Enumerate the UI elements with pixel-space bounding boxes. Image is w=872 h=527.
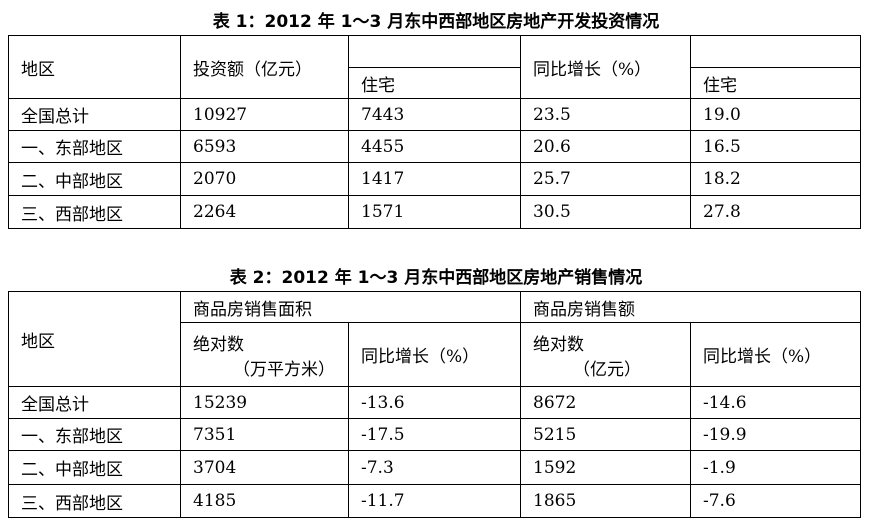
header-cell bbox=[348, 35, 521, 68]
table-cell: 7351 bbox=[180, 418, 349, 451]
header-cell: 住宅 bbox=[348, 67, 521, 99]
row-label: 一、东部地区 bbox=[8, 130, 181, 163]
table-cell: 1865 bbox=[520, 484, 691, 518]
table-cell: 2264 bbox=[180, 195, 349, 229]
table-row: 二、中部地区 3704 -7.3 1592 -1.9 bbox=[8, 450, 861, 485]
table-cell: 7443 bbox=[348, 98, 521, 131]
table-cell: 3704 bbox=[180, 450, 349, 485]
header-cell: 地区 bbox=[8, 291, 181, 387]
header-cell: 商品房销售额 bbox=[520, 291, 861, 323]
table-title: 表 2：2012 年 1～3 月东中西部地区房地产销售情况 bbox=[229, 268, 643, 288]
table-cell: 19.0 bbox=[690, 98, 861, 131]
table-cell: -14.6 bbox=[690, 386, 861, 419]
table-cell: -17.5 bbox=[348, 418, 521, 451]
table-cell: -11.7 bbox=[348, 484, 521, 518]
header-cell: 商品房销售面积 bbox=[180, 291, 521, 323]
table-row: 三、西部地区 2264 1571 30.5 27.8 bbox=[8, 195, 861, 229]
header-text: （万平方米） bbox=[233, 359, 335, 380]
table-cell: 1592 bbox=[520, 450, 691, 485]
header-cell: 地区 bbox=[8, 35, 181, 99]
table-cell: 2070 bbox=[180, 162, 349, 196]
table-cell: -7.6 bbox=[690, 484, 861, 518]
row-label: 全国总计 bbox=[8, 386, 181, 419]
table-cell: 6593 bbox=[180, 130, 349, 163]
table-cell: 23.5 bbox=[520, 98, 691, 131]
table-cell: 4455 bbox=[348, 130, 521, 163]
header-cell: 住宅 bbox=[690, 67, 861, 99]
table-row: 全国总计 15239 -13.6 8672 -14.6 bbox=[8, 386, 861, 419]
table-cell: 1417 bbox=[348, 162, 521, 196]
table-cell: 20.6 bbox=[520, 130, 691, 163]
table-cell: -7.3 bbox=[348, 450, 521, 485]
row-label: 一、东部地区 bbox=[8, 418, 181, 451]
table-row: 三、西部地区 4185 -11.7 1865 -7.6 bbox=[8, 484, 861, 518]
table-cell: 1571 bbox=[348, 195, 521, 229]
table: 地区 投资额（亿元） 同比增长（%） 住宅 住宅 全国总计 10927 7443 23.5 1… bbox=[8, 35, 861, 229]
header-cell: 同比增长（%） bbox=[520, 35, 691, 99]
row-label: 二、中部地区 bbox=[8, 450, 181, 485]
table-cell: 10927 bbox=[180, 98, 349, 131]
table-row: 一、东部地区 6593 4455 20.6 16.5 bbox=[8, 130, 861, 163]
table-cell: -13.6 bbox=[348, 386, 521, 419]
row-label: 二、中部地区 bbox=[8, 162, 181, 196]
table-cell: 5215 bbox=[520, 418, 691, 451]
table-cell: -1.9 bbox=[690, 450, 861, 485]
header-text: 绝对数 bbox=[193, 334, 244, 355]
header-text: （亿元） bbox=[573, 359, 641, 380]
table-row: 二、中部地区 2070 1417 25.7 18.2 bbox=[8, 162, 861, 196]
table-cell: 15239 bbox=[180, 386, 349, 419]
table-row: 一、东部地区 7351 -17.5 5215 -19.9 bbox=[8, 418, 861, 451]
table: 地区 商品房销售面积 商品房销售额 绝对数 （万平方米） 同比增长（%） 绝对数 （亿元） 同… bbox=[8, 291, 861, 518]
header-cell: 同比增长（%） bbox=[690, 322, 861, 387]
row-label: 三、西部地区 bbox=[8, 195, 181, 229]
table-cell: 4185 bbox=[180, 484, 349, 518]
table-cell: 30.5 bbox=[520, 195, 691, 229]
table-cell: 27.8 bbox=[690, 195, 861, 229]
table-row: 全国总计 10927 7443 23.5 19.0 bbox=[8, 98, 861, 131]
header-text: 绝对数 bbox=[533, 334, 584, 355]
header-cell: 绝对数 （亿元） bbox=[520, 322, 691, 387]
row-label: 全国总计 bbox=[8, 98, 181, 131]
header-cell: 同比增长（%） bbox=[348, 322, 521, 387]
table-cell: -19.9 bbox=[690, 418, 861, 451]
header-cell: 投资额（亿元） bbox=[180, 35, 349, 99]
header-cell bbox=[690, 35, 861, 68]
table-cell: 16.5 bbox=[690, 130, 861, 163]
header-cell: 绝对数 （万平方米） bbox=[180, 322, 349, 387]
table-cell: 8672 bbox=[520, 386, 691, 419]
table-cell: 18.2 bbox=[690, 162, 861, 196]
table-title: 表 1：2012 年 1～3 月东中西部地区房地产开发投资情况 bbox=[212, 12, 660, 32]
row-label: 三、西部地区 bbox=[8, 484, 181, 518]
table-cell: 25.7 bbox=[520, 162, 691, 196]
